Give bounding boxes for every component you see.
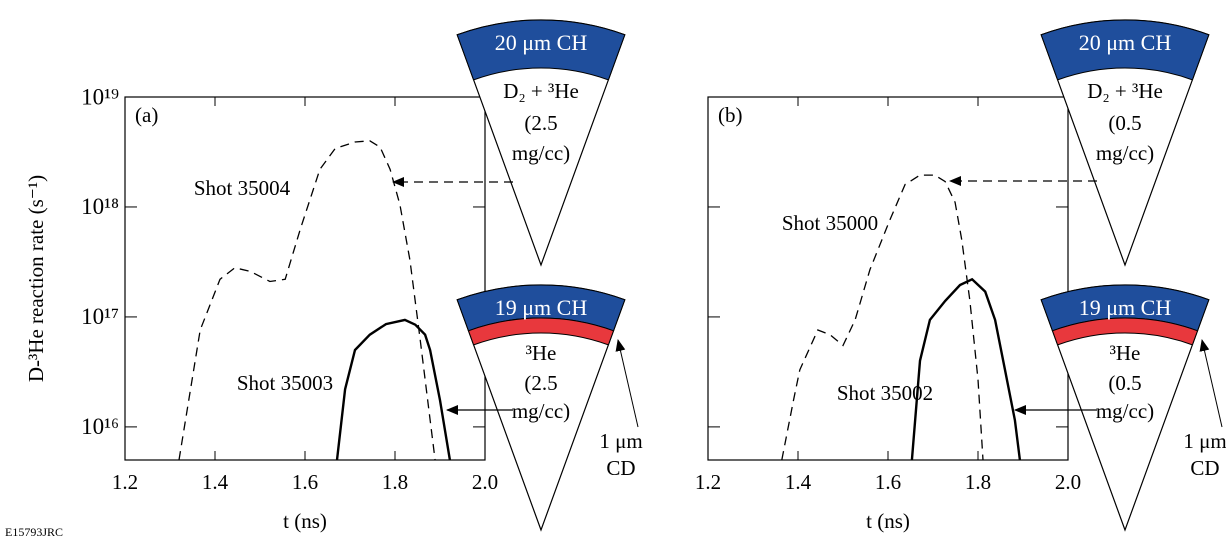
y-tick-label: 10¹⁸ [81,194,119,219]
plot-frame [707,96,1069,461]
series-line [781,174,984,461]
shell [1040,19,1210,81]
fill-label: mg/cc) [1096,399,1154,423]
y-tick-label: 10¹⁹ [81,84,119,109]
panel-label: (b) [718,103,743,127]
x-tick-label: 1.6 [292,470,318,494]
x-tick-label: 1.4 [785,470,812,494]
fill-label: mg/cc) [512,399,570,423]
plot-frame [124,96,486,461]
fill-label: D₂ + ³He [1087,79,1163,103]
series-name: Shot 35004 [194,176,291,200]
series-name: Shot 35003 [237,371,333,395]
layer-label: CD [606,456,635,480]
layer-label: 1 μm [599,429,642,453]
x-axis-label: t (ns) [283,509,327,533]
fill-label: mg/cc) [1096,141,1154,165]
shell-label: 20 μm CH [495,30,588,55]
shell-label: 19 μm CH [1079,295,1172,320]
series-name: Shot 35002 [837,381,933,405]
fill-label: (0.5 [1108,111,1141,135]
fill-label: (0.5 [1108,371,1141,395]
layer-label: 1 μm [1183,429,1226,453]
fill-label: D₂ + ³He [503,79,579,103]
cd-layer [467,317,615,346]
footer: E15793JRC [5,525,63,539]
series-line [910,277,1022,461]
shell-label: 19 μm CH [495,295,588,320]
panel-label: (a) [135,103,158,127]
layer-arrow [615,339,639,428]
layer-arrow [1199,339,1223,428]
shell [456,19,626,81]
x-tick-label: 1.2 [695,470,721,494]
series-name: Shot 35000 [782,211,878,235]
layer-label: CD [1190,456,1219,480]
fill-label: ³He [526,341,557,365]
x-tick-label: 2.0 [472,470,498,494]
x-tick-label: 1.8 [965,470,991,494]
y-tick-label: 10¹⁷ [81,304,119,329]
fill-label: mg/cc) [512,141,570,165]
cd-layer [1051,317,1199,346]
x-axis-label: t (ns) [866,509,910,533]
fill-label: ³He [1110,341,1141,365]
fill-label: (2.5 [524,111,557,135]
x-tick-label: 1.8 [382,470,408,494]
x-tick-label: 2.0 [1055,470,1081,494]
x-tick-label: 1.6 [875,470,901,494]
x-tick-label: 1.2 [112,470,138,494]
y-tick-label: 10¹⁶ [81,414,119,439]
y-axis-label: D-³He reaction rate (s⁻¹) [24,175,48,382]
fill-label: (2.5 [524,371,557,395]
x-tick-label: 1.4 [202,470,229,494]
shell-label: 20 μm CH [1079,30,1172,55]
series-line [335,318,452,461]
